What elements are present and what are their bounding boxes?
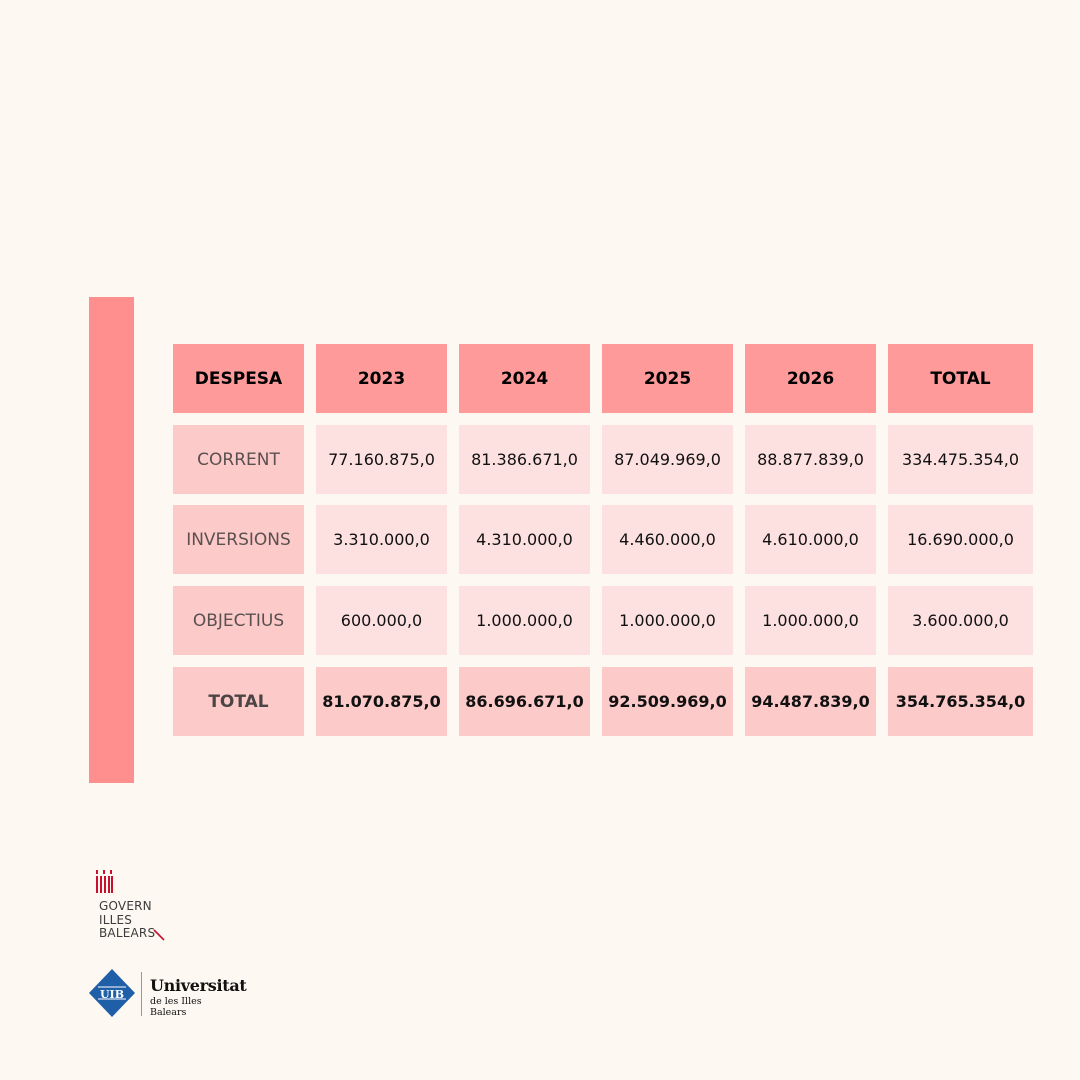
uib-diamond-icon: UIB xyxy=(89,969,135,1017)
row-label-total: TOTAL xyxy=(173,667,304,736)
govern-line-2: ILLES xyxy=(99,912,133,927)
table-cell-objectius-2023: 600.000,0 xyxy=(316,586,447,655)
table-cell-inversions-total: 16.690.000,0 xyxy=(888,505,1033,574)
header-cell-2025: 2025 xyxy=(602,344,733,413)
govern-line-3: BALEARS xyxy=(99,926,156,940)
govern-slash-icon xyxy=(153,929,165,941)
table-cell-corrent-2024: 81.386.671,0 xyxy=(459,425,590,494)
uib-name: Universitat xyxy=(150,976,247,995)
table-cell-objectius-2024: 1.000.000,0 xyxy=(459,586,590,655)
uib-logo: UIB Universitat de les Illes Balears xyxy=(88,968,247,1020)
header-cell-2023: 2023 xyxy=(316,344,447,413)
govern-stripes-icon xyxy=(96,870,113,893)
table-cell-inversions-2024: 4.310.000,0 xyxy=(459,505,590,574)
row-label-inversions: INVERSIONS xyxy=(173,505,304,574)
govern-line-1: GOVERN xyxy=(99,899,152,913)
table-cell-objectius-2025: 1.000.000,0 xyxy=(602,586,733,655)
header-cell-total: TOTAL xyxy=(888,344,1033,413)
table-cell-total-2025: 92.509.969,0 xyxy=(602,667,733,736)
govern-illes-balears-logo: GOVERN ILLES BALEARS xyxy=(95,870,205,945)
row-label-corrent: CORRENT xyxy=(173,425,304,494)
row-label-objectius: OBJECTIUS xyxy=(173,586,304,655)
table-cell-corrent-total: 334.475.354,0 xyxy=(888,425,1033,494)
table-cell-inversions-2023: 3.310.000,0 xyxy=(316,505,447,574)
uib-separator xyxy=(141,972,142,1016)
table-cell-objectius-2026: 1.000.000,0 xyxy=(745,586,876,655)
header-cell-2024: 2024 xyxy=(459,344,590,413)
table-cell-total-total: 354.765.354,0 xyxy=(888,667,1033,736)
uib-subtitle: de les Illes Balears xyxy=(150,996,202,1018)
header-cell-2026: 2026 xyxy=(745,344,876,413)
table-cell-total-2026: 94.487.839,0 xyxy=(745,667,876,736)
table-cell-corrent-2023: 77.160.875,0 xyxy=(316,425,447,494)
table-cell-corrent-2026: 88.877.839,0 xyxy=(745,425,876,494)
table-cell-inversions-2025: 4.460.000,0 xyxy=(602,505,733,574)
accent-bar xyxy=(89,297,134,783)
govern-text: GOVERN ILLES BALEARS xyxy=(99,899,156,941)
table-cell-total-2024: 86.696.671,0 xyxy=(459,667,590,736)
table-cell-total-2023: 81.070.875,0 xyxy=(316,667,447,736)
table-cell-inversions-2026: 4.610.000,0 xyxy=(745,505,876,574)
uib-mark: UIB xyxy=(100,988,124,1001)
header-cell-despesa: DESPESA xyxy=(173,344,304,413)
table-cell-corrent-2025: 87.049.969,0 xyxy=(602,425,733,494)
table-cell-objectius-total: 3.600.000,0 xyxy=(888,586,1033,655)
